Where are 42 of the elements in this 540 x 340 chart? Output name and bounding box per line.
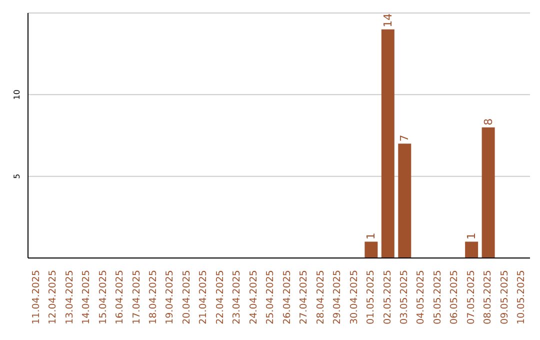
y-tick-label: 5 <box>12 174 22 179</box>
x-tick-label: 04.05.2025 <box>416 270 427 324</box>
x-tick-label: 25.04.2025 <box>265 270 276 324</box>
x-tick-label: 01.05.2025 <box>366 270 377 324</box>
bar <box>465 242 478 258</box>
x-tick-label: 21.04.2025 <box>198 270 210 324</box>
x-tick-label: 22.04.2025 <box>214 270 226 324</box>
bar <box>381 29 394 258</box>
x-tick-label: 09.05.2025 <box>499 270 510 324</box>
x-tick-label: 23.04.2025 <box>232 270 243 324</box>
x-tick-label: 27.04.2025 <box>298 270 310 324</box>
x-tick-label: 15.04.2025 <box>98 270 109 324</box>
x-tick-label: 30.04.2025 <box>348 270 360 324</box>
data-label: 1 <box>364 232 378 240</box>
x-tick-label: 29.04.2025 <box>332 270 344 324</box>
bar <box>398 144 412 258</box>
x-tick-label: 02.05.2025 <box>382 270 394 324</box>
data-label: 7 <box>398 134 412 142</box>
x-tick-label: 24.04.2025 <box>248 270 260 324</box>
data-label: 14 <box>381 13 394 28</box>
x-tick-label: 08.05.2025 <box>482 270 494 324</box>
x-tick-label: 18.04.2025 <box>148 270 159 324</box>
bar <box>364 242 378 258</box>
x-tick-label: 19.04.2025 <box>164 270 176 324</box>
x-tick-label: 06.05.2025 <box>449 270 460 324</box>
x-tick-label: 28.04.2025 <box>315 270 326 324</box>
y-tick-label: 10 <box>12 90 22 100</box>
x-tick-label: 11.04.2025 <box>30 270 42 324</box>
bar <box>482 127 495 258</box>
x-tick-label: 17.04.2025 <box>131 270 142 324</box>
data-label: 1 <box>465 232 478 240</box>
x-tick-label: 14.04.2025 <box>81 270 92 324</box>
x-tick-label: 16.04.2025 <box>114 270 126 324</box>
x-tick-label: 03.05.2025 <box>399 270 410 324</box>
x-tick-label: 26.04.2025 <box>282 270 293 324</box>
x-tick-label: 12.04.2025 <box>48 270 59 324</box>
x-tick-label: 10.05.2025 <box>516 270 528 324</box>
data-label: 8 <box>482 118 495 126</box>
x-tick-label: 20.04.2025 <box>181 270 192 324</box>
x-tick-label: 07.05.2025 <box>466 270 477 324</box>
x-tick-label: 13.04.2025 <box>64 270 76 324</box>
x-tick-label: 05.05.2025 <box>432 270 444 324</box>
